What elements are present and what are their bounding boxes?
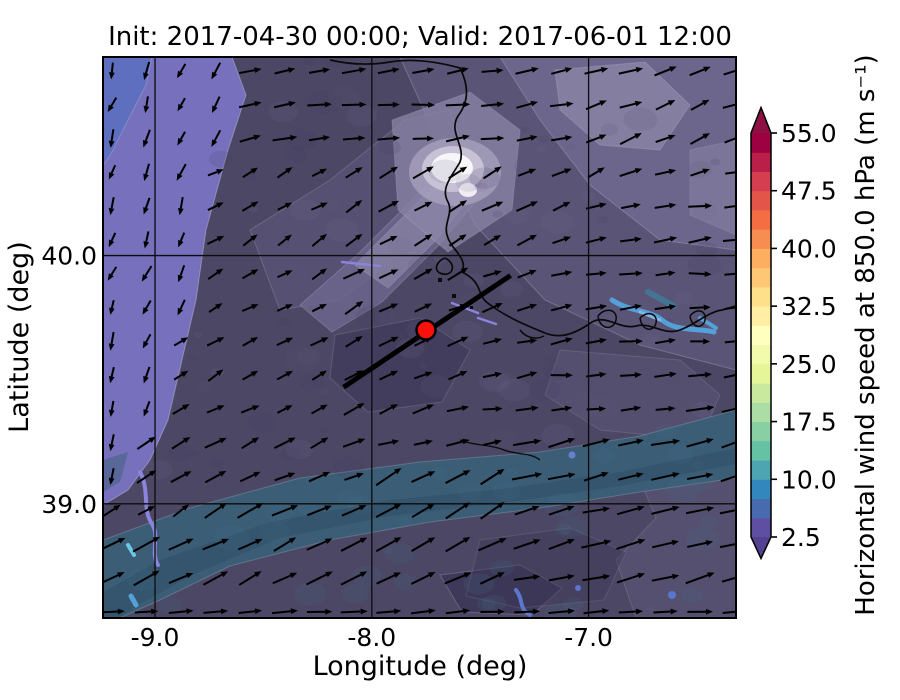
coastline-paths (329, 59, 736, 461)
x-tick-label: -8.0 (347, 623, 396, 652)
x-axis-ticks: -9.0 -8.0 -7.0 (131, 623, 613, 652)
grid-lines (103, 57, 736, 618)
colorbar-tick-label: 17.5 (781, 408, 837, 437)
y-tick-label: 39.0 (41, 490, 97, 519)
colorbar-label: Horizontal wind speed at 850.0 hPa (m s⁻… (851, 54, 881, 615)
colorbar-tick-label: 55.0 (781, 119, 837, 148)
plot-border (102, 56, 737, 619)
colorbar-tick-label: 2.5 (781, 523, 821, 552)
map-area (102, 56, 737, 619)
wind-vectors (103, 61, 736, 615)
y-axis-label: Latitude (deg) (4, 241, 35, 433)
overlays (342, 273, 512, 390)
filled-contours (103, 57, 736, 618)
y-tick-label: 40.0 (41, 242, 97, 271)
y-axis-ticks: 40.0 39.0 (41, 242, 97, 519)
target-marker (415, 319, 437, 341)
colorbar-tick-label: 47.5 (781, 177, 837, 206)
x-axis-label: Longitude (deg) (313, 651, 528, 682)
colorbar-tick-label: 32.5 (781, 292, 837, 321)
colorbar-tick-label: 10.0 (781, 465, 837, 494)
x-tick-label: -9.0 (131, 623, 180, 652)
colorbar-tick-label: 25.0 (781, 350, 837, 379)
colorbar-ticks: 55.0 47.5 40.0 32.5 25.0 17.5 10.0 2.5 (771, 119, 837, 552)
plot-title: Init: 2017-04-30 00:00; Valid: 2017-06-0… (108, 22, 732, 52)
colorbar-tick-label: 40.0 (781, 234, 837, 263)
colorbar-bands (750, 105, 772, 561)
colorbar: 55.0 47.5 40.0 32.5 25.0 17.5 10.0 2.5 Horizont… (750, 54, 881, 616)
x-tick-label: -7.0 (564, 623, 613, 652)
